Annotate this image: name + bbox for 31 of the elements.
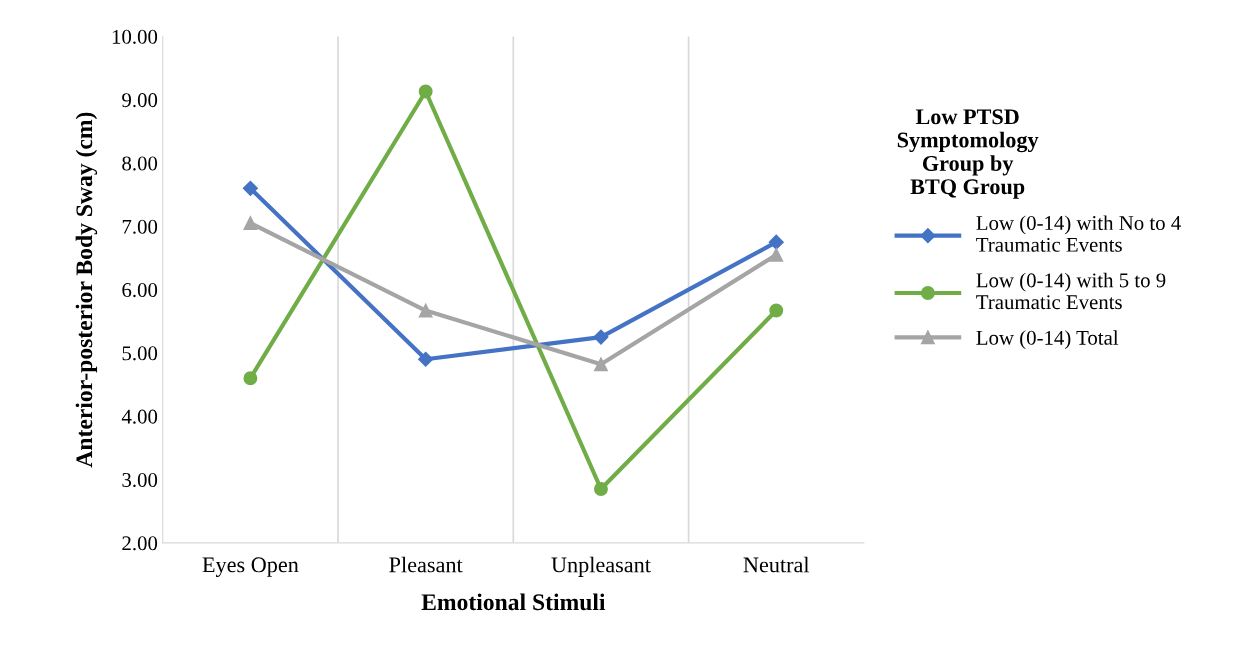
point [418,351,434,367]
point [769,247,784,262]
point [593,329,609,345]
x-tick-label: Pleasant [389,556,463,573]
point [418,303,433,318]
y-tick-label: 7.00 [122,219,158,234]
y-tick-label: 5.00 [122,346,158,361]
point [594,482,608,496]
point [418,84,433,99]
y-tick-label: 4.00 [121,409,158,424]
legend-title: Low PTSD Symptomology Group by BTQ Group [897,109,1039,199]
legend-label: Low (0-14) Total [976,330,1119,350]
y-tick-label: 3.00 [122,472,158,488]
legend-label: Low (0-14) with No to 4 Traumatic Events [976,215,1181,252]
point [769,303,784,318]
y-tick-label: 6.00 [122,283,158,298]
y-axis-title: Anterior-posterior Body Sway (cm) [75,112,98,468]
y-tick-label: 10.00 [112,29,158,44]
legend-label: Low (0-14) with 5 to 9 Traumatic Events [976,272,1166,310]
x-tick-label: Eyes Open [202,557,299,577]
point [594,357,608,372]
y-tick-label: 8.00 [122,156,158,171]
x-axis-title: Emotional Stimuli [421,593,606,611]
point [243,216,258,231]
x-tick-label: Neutral [743,556,810,573]
y-tick-label: 9.00 [122,93,158,108]
x-tick-label: Unpleasant [551,556,651,577]
point [242,180,258,196]
y-tick-label: 2.00 [122,536,158,551]
point [768,234,784,250]
point [243,371,258,386]
